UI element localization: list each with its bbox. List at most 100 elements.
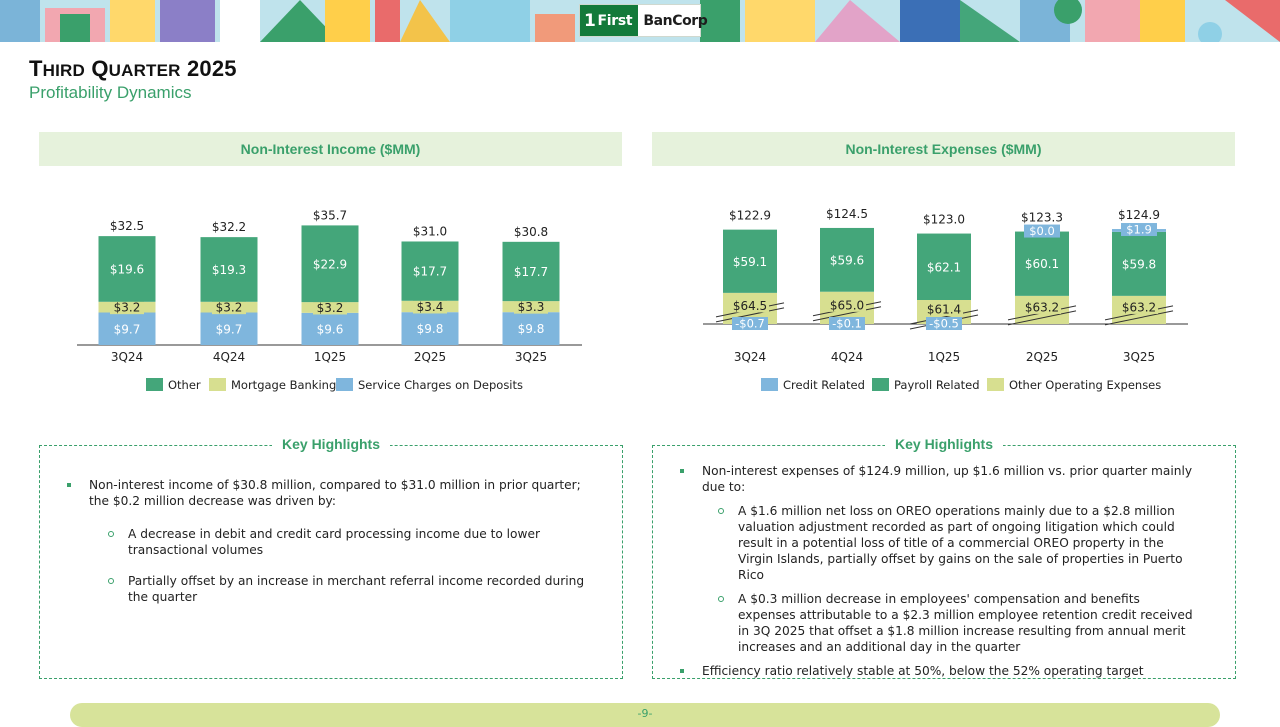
data-label: $9.8 xyxy=(518,322,545,336)
expenses-highlight-bullet: Non-interest expenses of $124.9 million,… xyxy=(675,463,1199,495)
total-label: $31.0 xyxy=(413,224,447,238)
bar-payroll-related xyxy=(723,229,777,293)
data-label: $19.3 xyxy=(212,263,246,277)
x-tick-label: 4Q24 xyxy=(831,350,863,364)
legend-swatch xyxy=(987,378,1004,391)
x-tick-label: 2Q25 xyxy=(1026,350,1058,364)
data-label-bg xyxy=(731,298,769,313)
footer-bar: -9- xyxy=(70,703,1220,727)
legend-label: Credit Related xyxy=(783,378,865,392)
legend-swatch xyxy=(872,378,889,391)
data-label-bg xyxy=(1024,224,1060,238)
data-label: $17.7 xyxy=(413,265,447,279)
data-label: $9.7 xyxy=(216,322,243,336)
total-label: $123.3 xyxy=(1021,211,1063,225)
data-label-bg xyxy=(212,300,246,315)
legend-label: Other xyxy=(168,378,201,392)
data-label-bg xyxy=(732,317,768,330)
data-label: $3.2 xyxy=(317,301,344,315)
bar-payroll-related xyxy=(917,233,971,300)
data-label: $9.8 xyxy=(417,322,444,336)
data-label: $17.7 xyxy=(514,265,548,279)
legend-swatch xyxy=(146,378,163,391)
income-highlight-sub: Partially offset by an increase in merch… xyxy=(62,573,586,605)
expenses-highlights-title: Key Highlights xyxy=(884,436,1004,452)
axis-break-mark xyxy=(1104,310,1174,326)
total-label: $124.9 xyxy=(1118,208,1160,222)
data-label: $59.6 xyxy=(830,253,864,267)
axis-break-mark xyxy=(1007,310,1077,326)
data-label: $60.1 xyxy=(1025,257,1059,271)
header-banner: 1 First BanCorp xyxy=(0,0,1280,42)
data-label: $63.2 xyxy=(1122,300,1156,314)
data-label: $65.0 xyxy=(830,298,864,312)
data-label: $3.2 xyxy=(114,301,141,315)
legend-swatch xyxy=(761,378,778,391)
page-number: -9- xyxy=(637,707,653,720)
data-label-bg xyxy=(829,317,865,330)
data-label: $22.9 xyxy=(313,257,347,271)
x-tick-label: 3Q25 xyxy=(1123,350,1155,364)
legend-swatch xyxy=(209,378,226,391)
bar-payroll-related xyxy=(1112,231,1166,296)
legend-label: Payroll Related xyxy=(894,378,980,392)
expenses-chart: $64.5 $59.1 -$0.7 $122.9 3Q24 $65.0 $59.6 -$0.1… xyxy=(703,207,1188,392)
data-label: $3.2 xyxy=(216,301,243,315)
bar-other xyxy=(98,236,156,302)
axis-break-mark xyxy=(812,306,882,322)
page-subtitle: Profitability Dynamics xyxy=(29,83,192,102)
x-tick-label: 2Q25 xyxy=(414,350,446,364)
x-tick-label: 3Q24 xyxy=(734,350,766,364)
data-label: -$0.5 xyxy=(929,317,959,331)
bar-payroll-related xyxy=(1015,231,1069,296)
legend-label: Mortgage Banking xyxy=(231,378,336,392)
total-label: $122.9 xyxy=(729,209,771,223)
data-label: $63.2 xyxy=(1025,300,1059,314)
total-label: $123.0 xyxy=(923,213,965,227)
firstbancorp-logo: 1 First BanCorp xyxy=(579,4,708,37)
x-tick-label: 1Q25 xyxy=(928,350,960,364)
expenses-highlight-bullet: Efficiency ratio relatively stable at 50… xyxy=(675,663,1199,679)
bar-other xyxy=(200,237,258,302)
x-tick-label: 1Q25 xyxy=(314,350,346,364)
bar-service-charges-on-deposits xyxy=(200,312,258,345)
data-label-bg xyxy=(514,299,548,314)
income-chart: $9.7 $3.2 $19.6 $32.5 3Q24 $9.7 $3.2 $19.3 $32.2… xyxy=(77,208,582,392)
data-label: $19.6 xyxy=(110,262,144,276)
data-label: $0.0 xyxy=(1029,224,1055,238)
data-label: $61.4 xyxy=(927,303,961,317)
x-tick-label: 3Q24 xyxy=(111,350,143,364)
bar-other xyxy=(401,241,459,301)
data-label-bg xyxy=(925,302,963,316)
data-label: $64.5 xyxy=(733,299,767,313)
data-label: $3.4 xyxy=(417,300,444,314)
data-label-bg xyxy=(313,300,347,315)
bar-other xyxy=(502,241,560,302)
data-label-bg xyxy=(413,299,447,314)
data-label: $62.1 xyxy=(927,260,961,274)
x-tick-label: 3Q25 xyxy=(515,350,547,364)
data-label-bg xyxy=(1023,299,1061,314)
data-label-bg xyxy=(926,317,962,330)
income-highlight-sub: A decrease in debit and credit card proc… xyxy=(62,526,586,558)
legend-label: Service Charges on Deposits xyxy=(358,378,523,392)
expenses-highlight-sub: A $0.3 million decrease in employees' co… xyxy=(675,591,1199,655)
income-highlights-box: Key Highlights Non-interest income of $3… xyxy=(39,436,623,679)
total-label: $35.7 xyxy=(313,208,347,222)
data-label-bg xyxy=(828,297,866,312)
income-highlight-bullet: Non-interest income of $30.8 million, co… xyxy=(62,477,586,509)
data-label-bg xyxy=(1121,223,1157,237)
total-label: $32.5 xyxy=(110,219,144,233)
x-tick-label: 4Q24 xyxy=(213,350,245,364)
data-label: -$0.1 xyxy=(832,317,862,331)
data-label: $59.1 xyxy=(733,255,767,269)
data-label: $3.3 xyxy=(518,300,545,314)
data-label: $9.7 xyxy=(114,322,141,336)
income-chart-title: Non-Interest Income ($MM) xyxy=(39,132,622,166)
bar-service-charges-on-deposits xyxy=(401,312,459,345)
legend-label: Other Operating Expenses xyxy=(1009,378,1161,392)
axis-break-mark xyxy=(715,307,785,323)
bar-service-charges-on-deposits xyxy=(301,312,359,345)
total-label: $32.2 xyxy=(212,220,246,234)
total-label: $30.8 xyxy=(514,225,548,239)
